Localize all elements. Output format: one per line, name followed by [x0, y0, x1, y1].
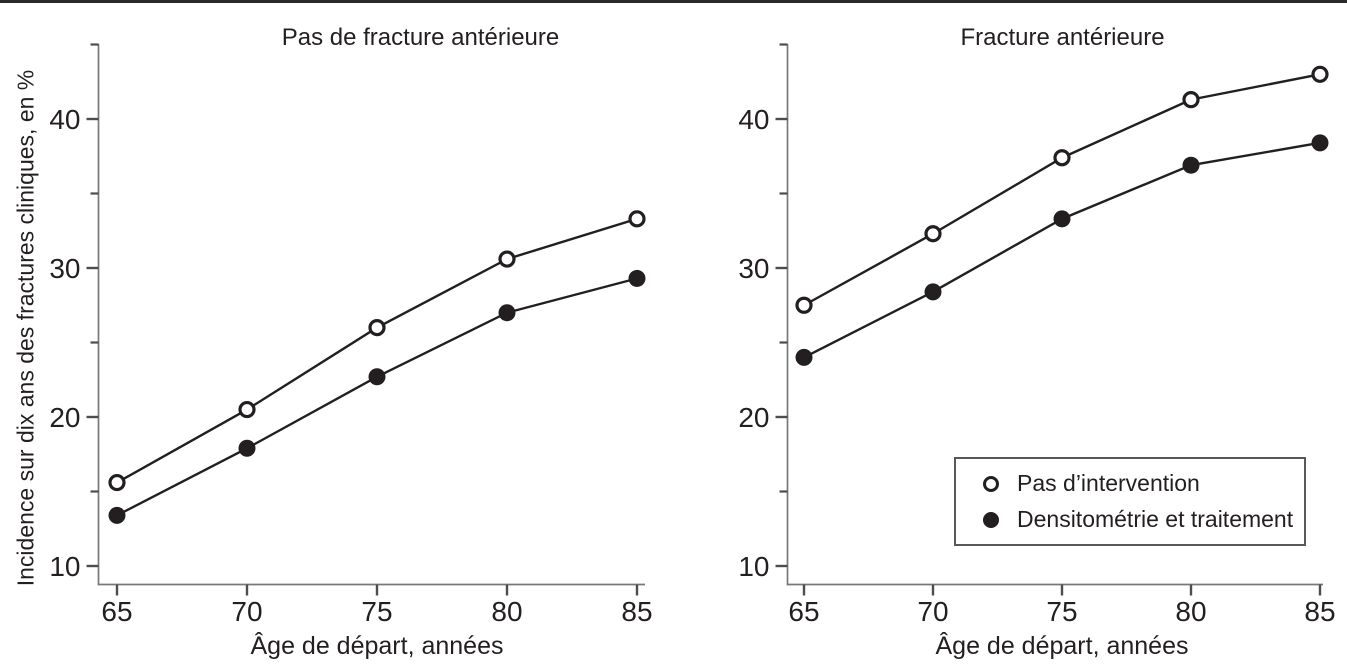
data-point-filled-circle — [498, 304, 516, 322]
x-tick-label: 75 — [1046, 596, 1077, 627]
legend-item-densitometry: Densitométrie et traitement — [978, 506, 1304, 533]
data-point-open-circle — [368, 319, 386, 337]
left-x-axis-title: Âge de départ, années — [250, 632, 504, 660]
left-chart: 10 20 30 40 65 70 75 80 85 — [49, 43, 653, 627]
left-chart-title: Pas de fracture antérieure — [281, 24, 560, 51]
x-tick-label: 80 — [491, 596, 522, 627]
open-circle-marker-icon — [983, 475, 999, 492]
data-point-filled-circle — [368, 368, 386, 386]
data-point-open-circle — [108, 473, 126, 492]
x-tick-label: 85 — [1304, 596, 1335, 627]
y-tick-label: 10 — [738, 551, 769, 582]
data-point-open-circle — [1311, 65, 1329, 83]
x-tick-label: 85 — [621, 596, 652, 627]
legend-label-densitometry: Densitométrie et traitement — [1017, 506, 1294, 532]
data-point-filled-circle — [628, 269, 646, 287]
x-tick-label: 65 — [101, 596, 132, 627]
data-point-filled-circle — [1053, 210, 1071, 228]
x-tick-label: 70 — [917, 596, 948, 627]
data-point-open-circle — [1182, 91, 1200, 109]
y-tick-label: 20 — [49, 402, 80, 433]
right-x-axis-title: Âge de départ, années — [935, 632, 1189, 660]
y-tick-label: 30 — [738, 253, 769, 284]
y-tick-label: 30 — [49, 253, 80, 284]
data-point-filled-circle — [924, 283, 942, 301]
x-tick-label: 80 — [1175, 596, 1206, 627]
data-point-filled-circle — [1182, 156, 1200, 174]
right-chart-title: Fracture antérieure — [960, 24, 1165, 51]
legend-item-no-intervention: Pas d’intervention — [978, 470, 1304, 497]
y-tick-label: 40 — [738, 104, 769, 135]
x-tick-label: 65 — [788, 596, 819, 627]
data-point-filled-circle — [1311, 134, 1329, 152]
filled-circle-marker-icon — [983, 511, 999, 528]
y-tick-label: 20 — [738, 402, 769, 433]
data-point-open-circle — [238, 400, 256, 419]
legend: Pas d’intervention Densitométrie et trai… — [954, 457, 1306, 546]
top-rule — [0, 0, 1347, 3]
x-tick-label: 75 — [361, 596, 392, 627]
data-point-filled-circle — [795, 348, 813, 366]
data-point-filled-circle — [238, 439, 256, 457]
series-line-filled — [803, 141, 1321, 359]
data-point-open-circle — [628, 210, 646, 228]
right-chart: 10 20 30 40 65 70 75 80 85 — [738, 43, 1336, 627]
series-line-filled — [116, 277, 638, 517]
data-point-open-circle — [795, 296, 813, 314]
data-point-filled-circle — [108, 506, 126, 524]
series-line-open — [116, 217, 638, 484]
data-point-open-circle — [1053, 149, 1071, 167]
legend-label-no-intervention: Pas d’intervention — [1017, 470, 1200, 496]
y-tick-label: 10 — [49, 551, 80, 582]
data-point-open-circle — [924, 225, 942, 243]
x-tick-label: 70 — [231, 596, 262, 627]
series-line-open — [803, 73, 1321, 307]
data-point-open-circle — [498, 250, 516, 268]
y-tick-label: 40 — [49, 104, 80, 135]
